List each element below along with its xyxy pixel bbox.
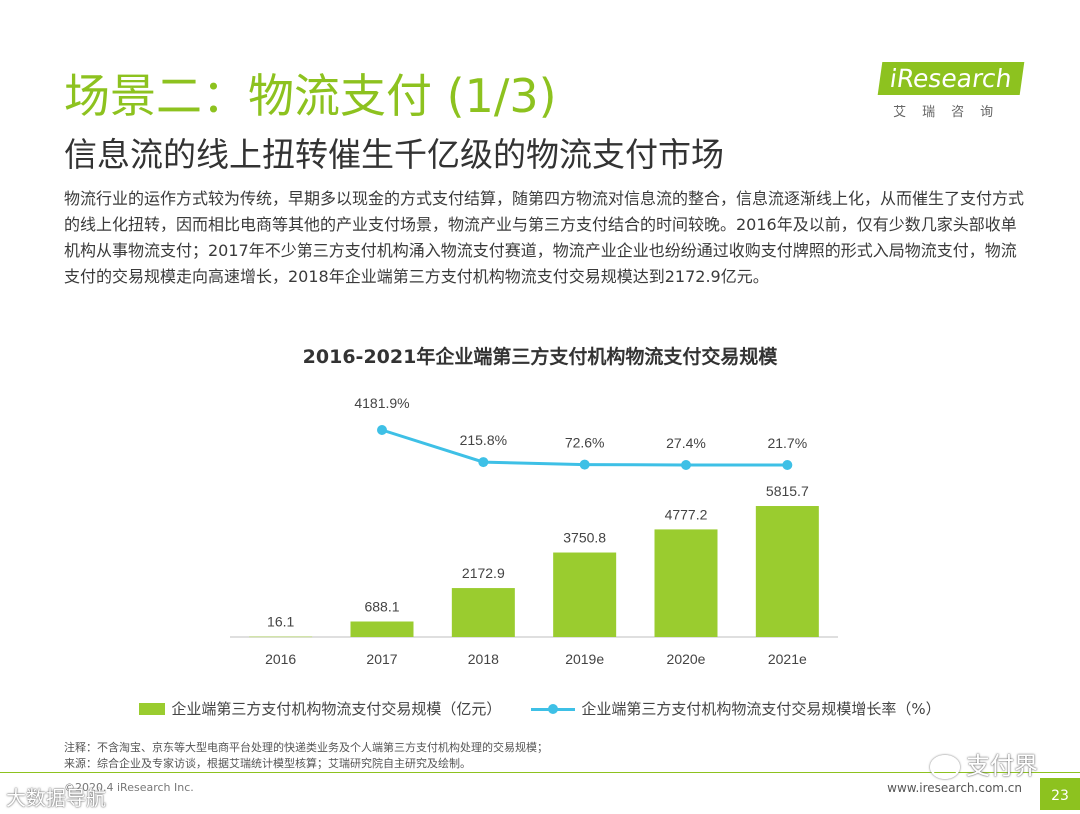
growth-point-2018 <box>478 457 489 468</box>
page-title: 场景二：物流支付 (1/3) <box>64 69 557 123</box>
copyright: ©2020.4 iResearch Inc. <box>64 781 194 794</box>
iresearch-logo: iResearch 艾瑞咨询 <box>878 62 1025 120</box>
bar-label-2016: 16.1 <box>267 614 294 630</box>
bar-2017 <box>350 621 414 637</box>
bar-label-2017: 688.1 <box>364 599 399 615</box>
x-tick-2021e: 2021e <box>768 651 807 667</box>
bar-2021e <box>755 506 819 637</box>
bar-label-2020e: 4777.2 <box>665 506 708 522</box>
x-tick-2018: 2018 <box>468 651 499 667</box>
bar-2016 <box>249 636 313 638</box>
bar-label-2018: 2172.9 <box>462 565 505 581</box>
chart-svg: 16.1 2016 688.1 2017 2172.9 2018 3750.8 2019e 47… <box>230 395 838 667</box>
growth-point-2021e <box>782 460 793 470</box>
bar-2019e <box>553 552 617 637</box>
chart-notes: 注释：不含淘宝、京东等大型电商平台处理的快递类业务及个人端第三方支付机构处理的交… <box>64 740 548 772</box>
body-paragraph: 物流行业的运作方式较为传统，早期多以现金的方式支付结算，随第四方物流对信息流的整… <box>64 189 1025 286</box>
legend-line-swatch <box>531 703 576 715</box>
wechat-icon <box>930 755 960 779</box>
page-number: 23 <box>1040 778 1080 810</box>
growth-label-2019e: 72.6% <box>565 435 605 451</box>
legend-line-label: 企业端第三方支付机构物流支付交易规模增长率（%） <box>581 700 941 718</box>
watermark-zhifujie: 支付界 <box>930 746 1038 781</box>
x-tick-2016: 2016 <box>265 651 296 667</box>
note-text: 注释：不含淘宝、京东等大型电商平台处理的快递类业务及个人端第三方支付机构处理的交… <box>64 741 548 754</box>
legend-bar-swatch <box>139 702 166 715</box>
growth-point-2019e <box>579 459 590 470</box>
footer-divider <box>0 772 1080 773</box>
page-subtitle: 信息流的线上扭转催生千亿级的物流支付市场 <box>64 135 724 174</box>
chart-legend: 企业端第三方支付机构物流支付交易规模（亿元） 企业端第三方支付机构物流支付交易规… <box>0 698 1080 719</box>
bar-2020e <box>654 529 718 637</box>
bar-label-2019e: 3750.8 <box>563 530 606 546</box>
growth-point-2017 <box>377 425 387 435</box>
bar-2018 <box>451 588 515 637</box>
source-text: 来源：综合企业及专家访谈，根据艾瑞统计模型核算；艾瑞研究院自主研究及绘制。 <box>64 757 471 770</box>
watermark-left: 大数据导航 <box>6 786 106 810</box>
legend-bar-label: 企业端第三方支付机构物流支付交易规模（亿元） <box>171 700 502 718</box>
legend-item-line: 企业端第三方支付机构物流支付交易规模增长率（%） <box>531 698 941 719</box>
x-tick-2017: 2017 <box>366 651 397 667</box>
legend-item-bar: 企业端第三方支付机构物流支付交易规模（亿元） <box>139 698 501 719</box>
website-link[interactable]: www.iresearch.com.cn <box>887 781 1022 795</box>
growth-label-2021e: 21.7% <box>767 435 807 451</box>
logo-sub: 艾瑞咨询 <box>893 105 1010 120</box>
growth-label-2020e: 27.4% <box>666 435 706 451</box>
growth-point-2020e <box>681 459 691 470</box>
chart-title: 2016-2021年企业端第三方支付机构物流支付交易规模 <box>302 346 778 368</box>
bar-label-2021e: 5815.7 <box>766 483 809 499</box>
x-tick-2020e: 2020e <box>667 651 706 667</box>
watermark-right-text: 支付界 <box>966 752 1038 780</box>
growth-label-2018: 215.8% <box>460 432 507 448</box>
x-tick-2019e: 2019e <box>565 651 604 667</box>
growth-label-2017: 4181.9% <box>354 395 409 411</box>
